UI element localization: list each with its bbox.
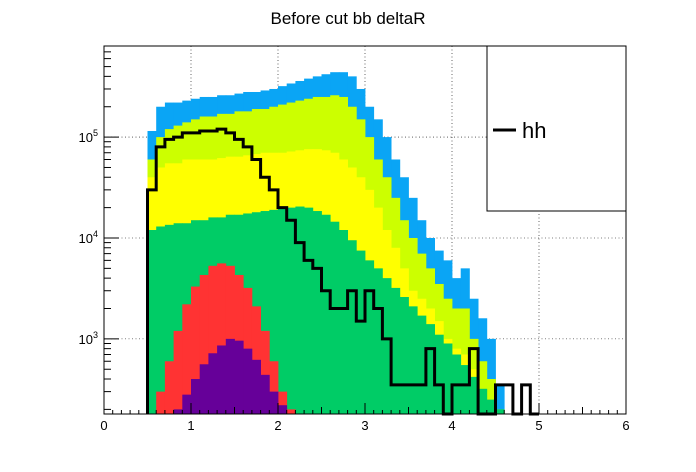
histogram-bar <box>234 340 244 414</box>
histogram-bar <box>434 334 444 414</box>
histogram-bar <box>469 376 479 414</box>
y-tick-base: 10 <box>79 231 93 246</box>
histogram-bar <box>156 226 166 414</box>
histogram-bar <box>408 306 418 414</box>
histogram-bar <box>478 361 488 414</box>
histogram-bar <box>164 224 174 414</box>
y-tick-exponent: 3 <box>93 330 98 340</box>
x-tick-label: 6 <box>622 418 629 433</box>
histogram-bar <box>304 207 314 414</box>
histogram-bar <box>191 286 201 414</box>
y-tick-base: 10 <box>79 130 93 145</box>
histogram-bar <box>286 409 296 414</box>
histogram-bar <box>156 391 166 414</box>
x-tick-label: 4 <box>448 418 455 433</box>
histogram-bar <box>295 206 305 414</box>
histogram-bar <box>191 379 201 414</box>
histogram-bar <box>269 209 279 414</box>
x-tick-label: 1 <box>187 418 194 433</box>
histogram-bar <box>251 359 261 414</box>
histogram-bar <box>486 338 496 414</box>
series-line-hh <box>146 127 539 416</box>
histogram-bar <box>164 361 174 414</box>
histogram-bar <box>269 361 279 414</box>
histogram-bar <box>243 348 253 414</box>
stack-layer-6 <box>173 338 288 414</box>
chart-title: Before cut bb deltaR <box>271 9 426 28</box>
y-tick-base: 10 <box>79 332 93 347</box>
histogram-bar <box>373 268 383 414</box>
histogram-bar <box>260 330 270 414</box>
histogram-bar <box>208 265 218 414</box>
x-tick-label: 3 <box>361 418 368 433</box>
y-tick-label: 104 <box>79 229 98 246</box>
histogram-bar <box>321 214 331 414</box>
histogram-bar <box>286 207 296 414</box>
x-tick-label: 0 <box>100 418 107 433</box>
histogram-bar <box>391 287 401 414</box>
hh-line-series <box>146 127 539 416</box>
stacked-histograms <box>147 72 505 415</box>
histogram-bar <box>495 409 505 414</box>
histogram-bar <box>147 230 157 414</box>
histogram-bar <box>173 409 183 414</box>
histogram-bar <box>365 260 375 414</box>
histogram-bar <box>478 388 488 414</box>
histogram-bar <box>278 405 288 414</box>
histogram-bar <box>269 391 279 414</box>
histogram-bar <box>173 223 183 414</box>
histogram-bar <box>495 384 505 414</box>
y-tick-exponent: 5 <box>93 128 98 138</box>
histogram-bar <box>443 343 453 414</box>
histogram-bar <box>182 304 192 414</box>
y-tick-exponent: 4 <box>93 229 98 239</box>
x-tick-label: 2 <box>274 418 281 433</box>
histogram-bar <box>399 297 409 414</box>
histogram-bar <box>347 240 357 414</box>
histogram-bar <box>278 391 288 414</box>
legend-label-hh: hh <box>522 118 546 143</box>
histogram-bar <box>182 394 192 414</box>
histogram-bar <box>425 324 435 414</box>
histogram-bar <box>356 250 366 414</box>
histogram-bar <box>260 211 270 414</box>
histogram-bar <box>225 338 235 414</box>
histogram-bar <box>417 315 427 414</box>
y-tick-label: 103 <box>79 330 98 347</box>
histogram-bar <box>338 230 348 414</box>
histogram-bar <box>217 345 227 414</box>
y-tick-label: 105 <box>79 128 98 145</box>
histogram-bar <box>278 208 288 414</box>
histogram-bar <box>217 263 227 414</box>
histogram-bar <box>312 211 322 414</box>
histogram-bar <box>199 274 209 414</box>
histogram-bar <box>260 374 270 414</box>
histogram-bar <box>208 353 218 414</box>
legend-box: hh <box>486 45 627 212</box>
histogram-bar <box>330 221 340 414</box>
histogram-bar <box>486 399 496 414</box>
histogram-bar <box>460 365 470 414</box>
x-tick-label: 5 <box>535 418 542 433</box>
histogram-bar <box>199 364 209 414</box>
histogram-bar <box>382 278 392 414</box>
histogram-bar <box>173 330 183 414</box>
histogram-bar <box>486 379 496 414</box>
